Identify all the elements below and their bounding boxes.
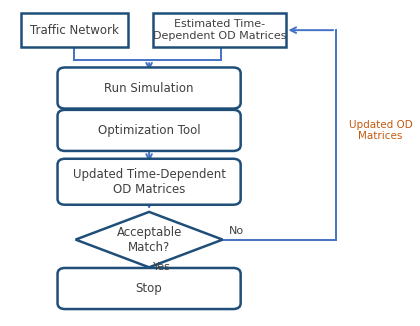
Text: Acceptable
Match?: Acceptable Match? xyxy=(116,226,182,254)
Text: Traffic Network: Traffic Network xyxy=(30,24,119,37)
Text: Stop: Stop xyxy=(136,282,163,295)
FancyBboxPatch shape xyxy=(58,110,241,151)
FancyBboxPatch shape xyxy=(153,13,286,47)
Polygon shape xyxy=(76,212,223,267)
Text: No: No xyxy=(229,227,244,236)
Text: Optimization Tool: Optimization Tool xyxy=(98,124,200,137)
Text: Yes: Yes xyxy=(153,262,171,272)
FancyBboxPatch shape xyxy=(58,159,241,205)
FancyBboxPatch shape xyxy=(58,268,241,309)
Text: Estimated Time-
Dependent OD Matrices: Estimated Time- Dependent OD Matrices xyxy=(153,19,286,41)
FancyBboxPatch shape xyxy=(58,67,241,109)
Text: Run Simulation: Run Simulation xyxy=(104,82,194,95)
Text: Updated Time-Dependent
OD Matrices: Updated Time-Dependent OD Matrices xyxy=(73,168,226,196)
FancyBboxPatch shape xyxy=(21,13,128,47)
Text: Updated OD
Matrices: Updated OD Matrices xyxy=(349,120,412,141)
